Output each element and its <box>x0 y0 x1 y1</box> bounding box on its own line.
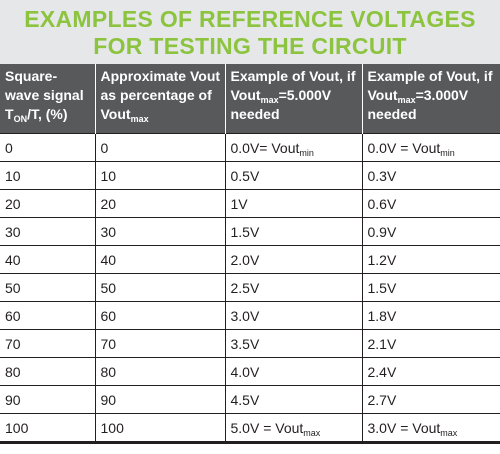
header-row: Square-wave signal TON/T, (%) Approximate… <box>0 64 500 134</box>
table-cell: 50 <box>94 273 226 302</box>
table-cell: 30 <box>94 217 226 246</box>
table-cell: 0.0V = Voutmin <box>361 133 500 162</box>
text-run: 5.0V = Vout <box>230 419 304 436</box>
table-cell: 90 <box>94 385 226 414</box>
subscript: max <box>260 95 279 105</box>
table-cell: 0 <box>0 133 96 162</box>
title-line: FOR TESTING THE CIRCUIT <box>93 33 407 59</box>
subscript: min <box>299 147 314 158</box>
table-cell: 40 <box>0 245 96 274</box>
table-cell: 1.5V <box>224 217 363 246</box>
table-cell: 10 <box>94 161 226 190</box>
text-run: 0.0V = Vout <box>367 139 441 156</box>
table-cell: 50 <box>0 273 96 302</box>
subscript: max <box>130 114 149 124</box>
subscript: max <box>303 427 321 438</box>
table-cell: 3.0V = Voutmax <box>361 413 500 444</box>
text-run: 3.0V = Vout <box>367 419 441 436</box>
table-row: 100 100 5.0V = Voutmax 3.0V = Voutmax <box>0 413 500 444</box>
subscript: ON <box>13 114 28 124</box>
table-cell: 4.0V <box>224 357 363 386</box>
table-cell: 20 <box>0 189 96 218</box>
table-row: 10 10 0.5V 0.3V <box>0 161 500 190</box>
table-cell: 0.0V= Voutmin <box>224 133 363 162</box>
subscript: max <box>440 427 458 438</box>
table-row: 90 90 4.5V 2.7V <box>0 385 500 414</box>
table-row: 0 0 0.0V= Voutmin 0.0V = Voutmin <box>0 133 500 162</box>
text-run: Example of Vout, if Vout <box>367 68 493 103</box>
table-cell: 40 <box>94 245 226 274</box>
table-row: 50 50 2.5V 1.5V <box>0 273 500 302</box>
table-cell: 60 <box>0 301 96 330</box>
table-cell: 1.8V <box>361 301 500 330</box>
table-cell: 2.4V <box>361 357 500 386</box>
title: EXAMPLES OF REFERENCE VOLTAGES FOR TESTI… <box>0 0 500 64</box>
table-cell: 0.3V <box>361 161 500 190</box>
table-row: 30 30 1.5V 0.9V <box>0 217 500 246</box>
table-cell: 3.0V <box>224 301 363 330</box>
table-cell: 4.5V <box>224 385 363 414</box>
table-row: 60 60 3.0V 1.8V <box>0 301 500 330</box>
table-cell: 0.5V <box>224 161 363 190</box>
table-cell: 1.5V <box>361 273 500 302</box>
table-cell: 10 <box>0 161 96 190</box>
table-row: 20 20 1V 0.6V <box>0 189 500 218</box>
text-run: Example of Vout, if Vout <box>230 68 356 103</box>
text-run: /T, (%) <box>27 106 68 122</box>
table-cell: 80 <box>0 357 96 386</box>
subscript: max <box>397 95 416 105</box>
table-cell: 1V <box>224 189 363 218</box>
table: Square-wave signal TON/T, (%) Approximate… <box>0 64 500 444</box>
text-run: =5.000V needed <box>230 87 332 122</box>
table-cell: 100 <box>0 413 96 444</box>
header-cell: Example of Vout, if Voutmax=3.000V neede… <box>361 64 500 134</box>
table-cell: 2.5V <box>224 273 363 302</box>
table-cell: 2.7V <box>361 385 500 414</box>
text-run: =3.000V needed <box>367 87 469 122</box>
table-cell: 30 <box>0 217 96 246</box>
text-run: Square-wave signal T <box>5 68 84 122</box>
text-run: 0.0V= Vout <box>230 139 300 156</box>
header-cell: Approximate Vout as percentage of Voutma… <box>94 64 225 134</box>
table-row: 70 70 3.5V 2.1V <box>0 329 500 358</box>
table-cell: 1.2V <box>361 245 500 274</box>
subscript: min <box>440 147 455 158</box>
table-cell: 20 <box>94 189 226 218</box>
table-row: 80 80 4.0V 2.4V <box>0 357 500 386</box>
table-cell: 90 <box>0 385 96 414</box>
table-cell: 80 <box>94 357 226 386</box>
table-cell: 100 <box>94 413 226 444</box>
table-cell: 70 <box>0 329 96 358</box>
table-cell: 70 <box>94 329 226 358</box>
header-cell: Square-wave signal TON/T, (%) <box>0 64 95 134</box>
table-cell: 0.9V <box>361 217 500 246</box>
table-cell: 0.6V <box>361 189 500 218</box>
table-cell: 60 <box>94 301 226 330</box>
table-header: Square-wave signal TON/T, (%) Approximate… <box>0 64 500 134</box>
title-line: EXAMPLES OF REFERENCE VOLTAGES <box>24 6 476 32</box>
table-row: 40 40 2.0V 1.2V <box>0 245 500 274</box>
header-cell: Example of Vout, if Voutmax=5.000V neede… <box>224 64 362 134</box>
table-cell: 5.0V = Voutmax <box>224 413 363 444</box>
table-body: 0 0 0.0V= Voutmin 0.0V = Voutmin 10 10 0.5V 0.3… <box>0 133 500 444</box>
table-cell: 2.1V <box>361 329 500 358</box>
table-cell: 2.0V <box>224 245 363 274</box>
table-cell: 0 <box>94 133 226 162</box>
table-cell: 3.5V <box>224 329 363 358</box>
text-run: Approximate Vout as percentage of Vout <box>100 68 221 122</box>
